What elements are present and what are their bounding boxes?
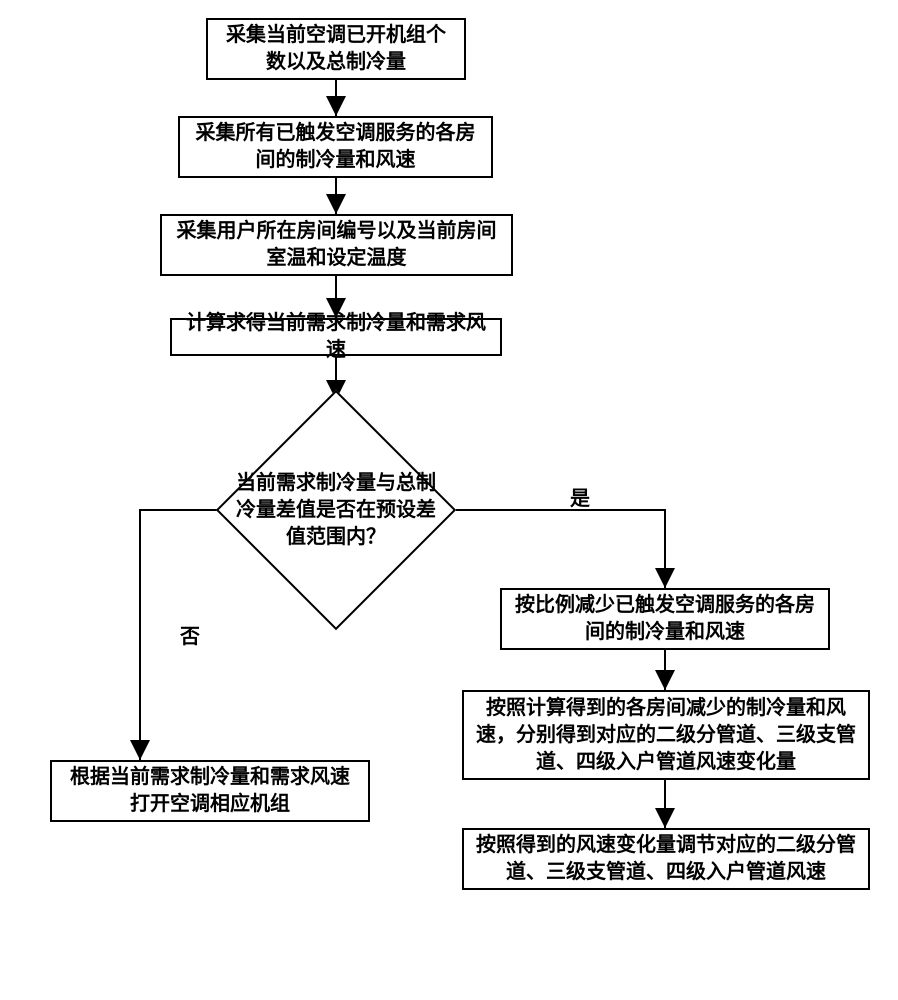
node-compute-pipe-deltas: 按照计算得到的各房间减少的制冷量和风速，分别得到对应的二级分管道、三级支管道、四…	[462, 690, 870, 780]
flowchart-canvas: 采集当前空调已开机组个数以及总制冷量 采集所有已触发空调服务的各房间的制冷量和风…	[0, 0, 898, 1000]
label-no: 否	[180, 620, 200, 649]
node-text: 根据当前需求制冷量和需求风速打开空调相应机组	[62, 764, 358, 818]
node-compute-demand: 计算求得当前需求制冷量和需求风速	[170, 318, 502, 356]
node-text: 采集所有已触发空调服务的各房间的制冷量和风速	[190, 120, 481, 174]
decision-text-wrap: 当前需求制冷量与总制冷量差值是否在预设差值范围内？	[228, 450, 444, 570]
node-reduce-proportionally: 按比例减少已触发空调服务的各房间的制冷量和风速	[500, 588, 830, 650]
node-collect-units: 采集当前空调已开机组个数以及总制冷量	[206, 18, 466, 80]
node-text: 采集当前空调已开机组个数以及总制冷量	[218, 22, 454, 76]
node-text: 按照计算得到的各房间减少的制冷量和风速，分别得到对应的二级分管道、三级支管道、四…	[474, 695, 858, 776]
node-text: 计算求得当前需求制冷量和需求风速	[182, 310, 490, 364]
node-text: 按比例减少已触发空调服务的各房间的制冷量和风速	[512, 592, 818, 646]
node-text: 按照得到的风速变化量调节对应的二级分管道、三级支管道、四级入户管道风速	[474, 832, 858, 886]
node-open-units: 根据当前需求制冷量和需求风速打开空调相应机组	[50, 760, 370, 822]
node-adjust-pipes: 按照得到的风速变化量调节对应的二级分管道、三级支管道、四级入户管道风速	[462, 828, 870, 890]
label-yes: 是	[570, 482, 590, 511]
node-collect-user-room: 采集用户所在房间编号以及当前房间室温和设定温度	[160, 214, 513, 276]
node-text: 采集用户所在房间编号以及当前房间室温和设定温度	[172, 218, 501, 272]
node-collect-rooms: 采集所有已触发空调服务的各房间的制冷量和风速	[178, 116, 493, 178]
node-text: 当前需求制冷量与总制冷量差值是否在预设差值范围内？	[228, 470, 444, 551]
